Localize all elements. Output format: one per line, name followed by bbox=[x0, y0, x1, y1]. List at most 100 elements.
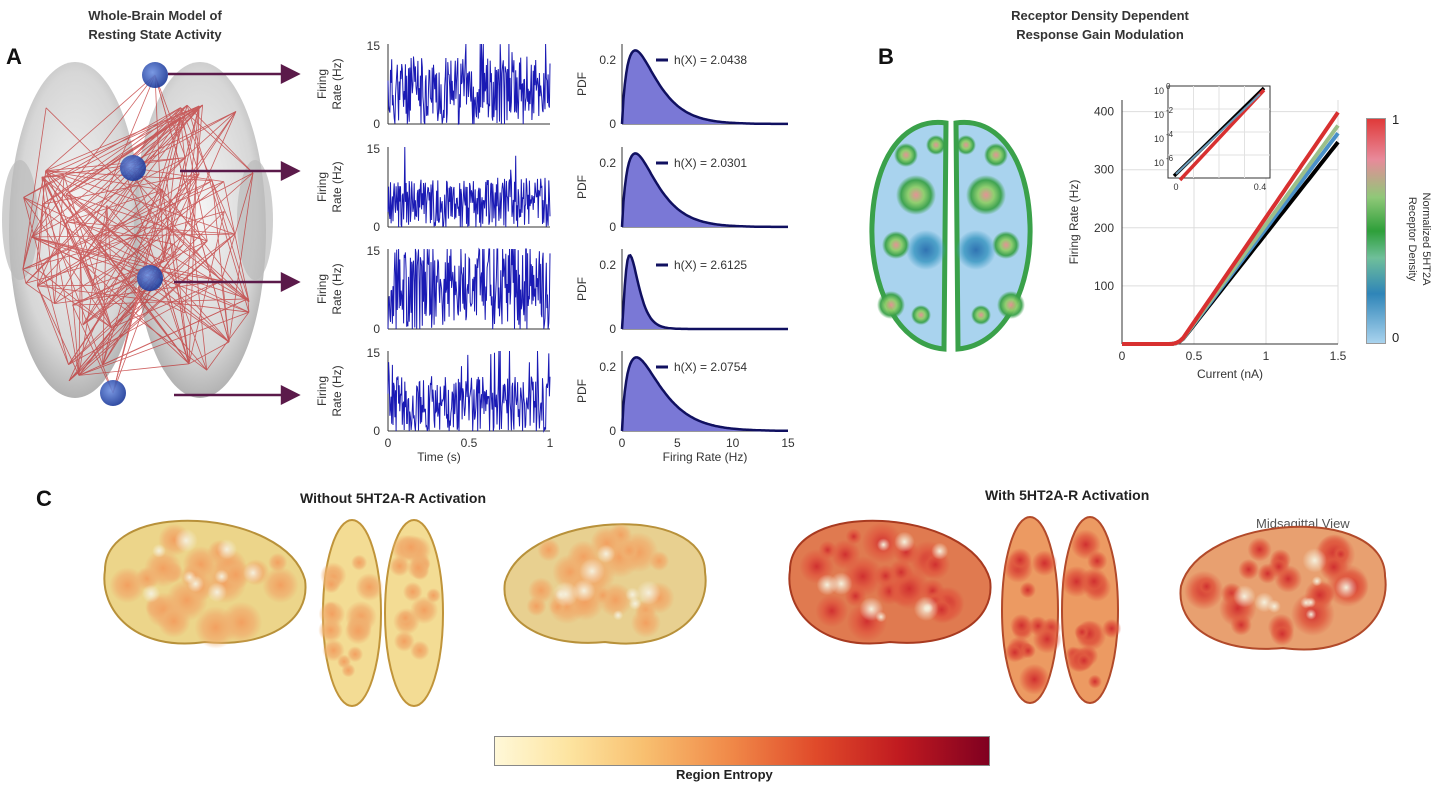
brain-without-dorsal-spot bbox=[410, 596, 439, 625]
panel-b-title-line1: Receptor Density Dependent bbox=[1011, 8, 1189, 23]
network-edge bbox=[25, 282, 55, 304]
network-edge bbox=[45, 105, 200, 172]
brain-with-medial-sulcus bbox=[1335, 576, 1358, 599]
brain-without-dorsal-spot bbox=[398, 610, 413, 626]
network-edge bbox=[68, 280, 222, 365]
brain-with-medial-spot bbox=[1247, 537, 1272, 562]
network-edge bbox=[102, 243, 173, 366]
trace-ylabel-line2: Rate (Hz) bbox=[330, 263, 344, 314]
brain-with-medial-spot bbox=[1270, 621, 1295, 646]
brain-with-dorsal-spot bbox=[1102, 618, 1122, 639]
network-edge bbox=[31, 175, 65, 238]
brain-without-dorsal-spot bbox=[322, 639, 345, 662]
arrows bbox=[168, 64, 301, 405]
pdf-ytick-02: 0.2 bbox=[599, 156, 616, 170]
inset-ytick-exp: -4 bbox=[1166, 130, 1174, 139]
brain-without-dorsal-spot bbox=[318, 600, 346, 628]
brain-without-medial-sulcus bbox=[572, 579, 596, 603]
brain-without-medial-spot bbox=[618, 539, 640, 562]
trace-ytick-0: 0 bbox=[373, 322, 380, 336]
network-edge bbox=[80, 157, 186, 262]
network-edge bbox=[66, 111, 237, 195]
network-edge bbox=[106, 205, 230, 343]
network-edge bbox=[54, 230, 173, 304]
network-edge bbox=[171, 105, 200, 231]
brain-with-medial-sulcus bbox=[1267, 599, 1281, 613]
brain-with-dorsal-spot bbox=[1018, 663, 1050, 695]
brain-with-medial-sulcus bbox=[1311, 576, 1323, 587]
brain-without-medial-sulcus bbox=[636, 580, 661, 606]
gain-xlabel: Current (nA) bbox=[1197, 367, 1263, 381]
brain-with-dorsal-spot bbox=[1087, 674, 1102, 689]
trace-ylabel-line1: Firing bbox=[315, 69, 329, 99]
region-node-2 bbox=[120, 155, 146, 181]
network-edge bbox=[154, 74, 164, 262]
brain-without-lateral-left-sulcus bbox=[141, 584, 161, 603]
pdf-xtick: 15 bbox=[781, 436, 795, 450]
network-edge bbox=[80, 260, 112, 328]
brain-with-lateral-left bbox=[788, 519, 992, 645]
trace-ytick-15: 15 bbox=[367, 39, 381, 53]
brain-with-lateral-left-sulcus bbox=[931, 542, 949, 560]
brain-without-dorsal-spot bbox=[322, 575, 341, 594]
gain-xtick: 0 bbox=[1119, 349, 1126, 363]
network-edge bbox=[41, 177, 55, 304]
trace-region-2 bbox=[387, 146, 551, 228]
region-entropy-colorbar bbox=[494, 736, 990, 766]
pdf-xlabel: Firing Rate (Hz) bbox=[663, 450, 748, 464]
network-edge bbox=[45, 157, 186, 172]
receptor-density-colorbar bbox=[1366, 118, 1386, 344]
network-edge bbox=[102, 205, 108, 366]
network-edge bbox=[165, 111, 237, 175]
network-edge bbox=[66, 221, 235, 235]
brain-without-medial-sulcus bbox=[555, 588, 567, 601]
brain-without-lateral-left-sulcus bbox=[242, 562, 264, 584]
network-edge bbox=[37, 285, 80, 376]
network-edge bbox=[102, 116, 181, 366]
gain-ytick: 400 bbox=[1094, 105, 1114, 119]
network-edge bbox=[22, 107, 47, 270]
pdf-xtick: 5 bbox=[674, 436, 681, 450]
colorbar-b-label-line2: Receptor Density bbox=[1406, 196, 1418, 282]
inset-curve-red bbox=[1178, 88, 1266, 182]
pdf-entropy-label: h(X) = 2.0301 bbox=[674, 156, 747, 170]
network-edge bbox=[22, 269, 27, 284]
brain-without-dorsal-spot bbox=[409, 640, 430, 661]
network-edge bbox=[161, 254, 174, 272]
network-edge bbox=[162, 189, 190, 364]
brain-without-lateral-left-sulcus bbox=[216, 539, 238, 560]
brain-with-lateral-left-spot bbox=[845, 528, 862, 545]
gain-xtick: 0.5 bbox=[1186, 349, 1203, 363]
brain-without-lateral-left-sulcus bbox=[152, 543, 166, 558]
inset-ytick-base: 10 bbox=[1154, 86, 1164, 96]
pdf-area-region-3 bbox=[622, 255, 788, 329]
gain-xtick: 1.5 bbox=[1330, 349, 1347, 363]
network-edge bbox=[63, 175, 235, 235]
network-edge bbox=[132, 111, 237, 169]
network-edge bbox=[25, 104, 203, 284]
receptor-density-brain-map bbox=[869, 119, 1033, 352]
network-edge bbox=[43, 177, 80, 376]
trace-ylabel-line1: Firing bbox=[315, 172, 329, 202]
network-edge bbox=[68, 244, 184, 382]
network-edge bbox=[132, 167, 224, 182]
network-edge bbox=[68, 111, 237, 365]
colorbar-b-label-line1: Normalized 5HT2A bbox=[1420, 192, 1432, 286]
brain-with-medial-spot bbox=[1238, 558, 1260, 580]
brain-without-lateral-left bbox=[103, 519, 307, 649]
inset-ytick-exp: -2 bbox=[1166, 106, 1174, 115]
brain-without-lateral-left-sulcus bbox=[187, 575, 205, 593]
pdf-ylabel: PDF bbox=[575, 72, 589, 96]
panel-b-letter: B bbox=[878, 44, 894, 69]
without-activation-title: Without 5HT2A-R Activation bbox=[300, 490, 487, 506]
network-edge bbox=[65, 193, 163, 272]
gain-curve-density-1 bbox=[1122, 111, 1340, 346]
network-edge bbox=[31, 116, 181, 238]
brain-with-lateral-left-sulcus bbox=[829, 572, 853, 596]
arrow-3 bbox=[280, 272, 301, 292]
trace-xtick: 1 bbox=[547, 436, 554, 450]
network-edge bbox=[42, 203, 114, 394]
network-edge bbox=[154, 74, 230, 343]
brain-without-lateral-left-sulcus bbox=[207, 582, 227, 603]
network-edge bbox=[132, 167, 208, 242]
